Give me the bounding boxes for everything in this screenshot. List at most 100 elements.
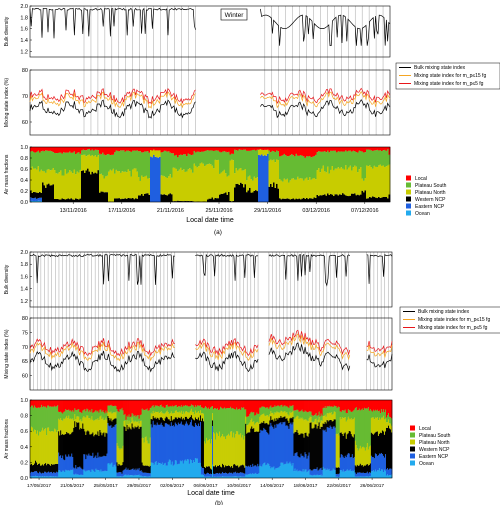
air-mass-band	[178, 147, 181, 156]
air-mass-band	[363, 465, 366, 474]
air-mass-band	[201, 413, 204, 419]
air-mass-band	[355, 400, 358, 408]
air-mass-band	[282, 462, 284, 478]
air-mass-band	[134, 420, 136, 427]
air-mass-band	[56, 476, 58, 478]
air-mass-band	[60, 411, 62, 418]
air-mass-band	[301, 178, 304, 199]
air-mass-band	[177, 171, 179, 201]
air-mass-band	[31, 166, 34, 193]
air-mass-band	[282, 147, 284, 156]
air-mass-band	[278, 417, 280, 424]
air-mass-band	[159, 462, 162, 478]
air-mass-band	[107, 405, 109, 411]
air-mass-band	[112, 147, 115, 155]
air-mass-band	[86, 400, 88, 409]
air-mass-band	[285, 412, 287, 419]
air-mass-band	[144, 147, 146, 152]
air-mass-band	[221, 467, 223, 474]
air-mass-band	[231, 472, 233, 477]
air-mass-band	[229, 160, 232, 201]
air-mass-band	[154, 411, 156, 418]
air-mass-band	[295, 417, 297, 432]
air-mass-band	[174, 147, 176, 156]
air-mass-band	[159, 424, 162, 463]
air-mass-band	[142, 400, 144, 410]
air-mass-band	[36, 192, 38, 199]
air-mass-band	[37, 200, 40, 202]
air-mass-band	[205, 437, 208, 467]
air-mass-band	[130, 422, 132, 430]
air-mass-band	[310, 411, 312, 418]
air-mass-band	[317, 400, 319, 416]
air-mass-band	[305, 454, 307, 470]
air-mass-band	[206, 472, 209, 477]
air-mass-band	[360, 465, 363, 473]
air-mass-band	[96, 458, 98, 470]
air-mass-band	[182, 405, 185, 412]
air-mass-band	[51, 431, 53, 465]
air-mass-band	[375, 166, 377, 198]
air-mass-band	[33, 431, 35, 465]
air-mass-band	[279, 400, 281, 407]
air-mass-band	[153, 418, 155, 425]
air-mass-band	[43, 147, 46, 152]
air-mass-band	[73, 474, 75, 478]
air-mass-band	[236, 400, 238, 408]
air-mass-band	[174, 422, 177, 461]
air-mass-band	[378, 400, 381, 411]
air-mass-band	[357, 172, 359, 195]
air-mass-band	[361, 147, 364, 152]
air-mass-band	[286, 400, 288, 407]
air-mass-band	[57, 476, 59, 478]
air-mass-band	[92, 432, 94, 453]
air-mass-band	[323, 416, 325, 425]
air-mass-band	[80, 467, 82, 475]
air-mass-band	[67, 470, 69, 478]
air-mass-band	[36, 471, 38, 477]
air-mass-band	[317, 425, 319, 471]
air-mass-band	[183, 169, 185, 202]
air-mass-band	[348, 430, 351, 454]
air-mass-band	[93, 156, 95, 174]
air-mass-band	[171, 413, 174, 421]
air-mass-band	[213, 168, 215, 200]
air-mass-band	[219, 409, 221, 432]
air-mass-band	[90, 419, 92, 435]
air-mass-band	[64, 418, 66, 435]
air-mass-band	[364, 450, 367, 466]
air-mass-band	[234, 437, 236, 465]
air-mass-band	[274, 162, 277, 188]
air-mass-band	[261, 422, 263, 431]
air-mass-band	[111, 462, 113, 478]
air-mass-band	[178, 463, 181, 478]
air-mass-band	[162, 465, 165, 478]
air-mass-band	[228, 175, 230, 192]
air-mass-band	[149, 437, 151, 466]
air-mass-band	[366, 476, 369, 478]
air-mass-band	[316, 423, 318, 429]
air-mass-band	[184, 400, 187, 406]
air-mass-band	[92, 419, 94, 433]
air-mass-band	[386, 415, 389, 423]
air-mass-band	[390, 474, 393, 478]
air-mass-band	[175, 417, 178, 424]
air-mass-band	[232, 407, 234, 438]
air-mass-band	[197, 423, 200, 464]
air-mass-band	[118, 147, 121, 152]
air-mass-band	[143, 476, 145, 478]
air-mass-band	[213, 466, 215, 474]
air-mass-band	[388, 416, 391, 424]
air-mass-band	[231, 147, 233, 154]
air-mass-band	[195, 458, 198, 478]
air-mass-band	[126, 475, 128, 478]
air-mass-band	[67, 418, 69, 434]
air-mass-band	[90, 455, 92, 473]
air-mass-band	[165, 423, 168, 466]
air-mass-band	[335, 433, 337, 468]
air-mass-band	[148, 473, 150, 477]
x-tick-label: 06/06/2017	[194, 483, 218, 489]
legend-entry: Plateau North	[415, 190, 446, 196]
air-mass-band	[73, 400, 75, 412]
air-mass-band	[372, 196, 374, 202]
